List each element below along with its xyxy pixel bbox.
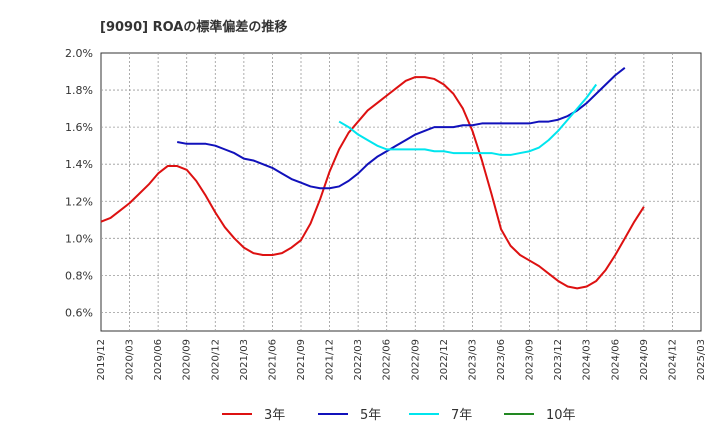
y-tick-label: 1.8% [65,84,93,97]
y-tick-label: 0.6% [65,306,93,319]
x-tick-label: 2020/12 [210,339,221,381]
legend-label: 3年 [264,408,285,423]
x-tick-label: 2024/12 [667,339,678,381]
series-lines [100,67,645,290]
plot-area [100,52,702,332]
x-tick-label: 2021/06 [267,339,278,381]
x-tick-label: 2024/03 [582,339,593,381]
x-tick-label: 2025/03 [696,339,707,381]
grid-lines [101,53,701,331]
y-axis-ticks: 0.6% 0.8% 1.0% 1.2% 1.4% 1.6% 1.8% 2.0% [65,47,93,319]
x-tick-label: 2023/12 [553,339,564,381]
x-tick-label: 2024/09 [639,339,650,381]
x-tick-label: 2022/09 [410,339,421,381]
x-tick-label: 2022/12 [439,339,450,381]
x-tick-label: 2023/09 [525,339,536,381]
x-tick-label: 2020/06 [153,339,164,381]
x-tick-label: 2022/03 [353,339,364,381]
x-tick-label: 2020/09 [182,339,193,381]
x-tick-label: 2021/09 [296,339,307,381]
y-tick-label: 1.0% [65,232,93,245]
plot-border [100,52,702,332]
chart-title: [9090] ROAの標準偏差の推移 [100,19,287,35]
x-tick-label: 2019/12 [96,339,107,381]
y-tick-label: 0.8% [65,269,93,282]
y-tick-label: 1.2% [65,195,93,208]
x-tick-label: 2022/06 [382,339,393,381]
x-tick-label: 2024/06 [610,339,621,381]
x-tick-label: 2021/12 [325,339,336,381]
series-line-3年 [100,76,645,290]
legend-label: 5年 [360,408,381,423]
x-tick-label: 2021/03 [239,339,250,381]
series-line-5年 [176,67,626,190]
legend-label: 7年 [451,408,472,423]
series-line-7年 [338,83,598,156]
y-tick-label: 1.6% [65,121,93,134]
y-tick-label: 2.0% [65,47,93,60]
x-tick-label: 2023/03 [467,339,478,381]
y-tick-label: 1.4% [65,158,93,171]
x-tick-label: 2023/06 [496,339,507,381]
x-tick-label: 2020/03 [125,339,136,381]
legend: 3年 5年 7年 10年 [222,408,576,423]
legend-label: 10年 [546,408,576,423]
x-axis-ticks: 2019/12 2020/03 2020/06 2020/09 2020/12 2021/… [96,339,707,381]
